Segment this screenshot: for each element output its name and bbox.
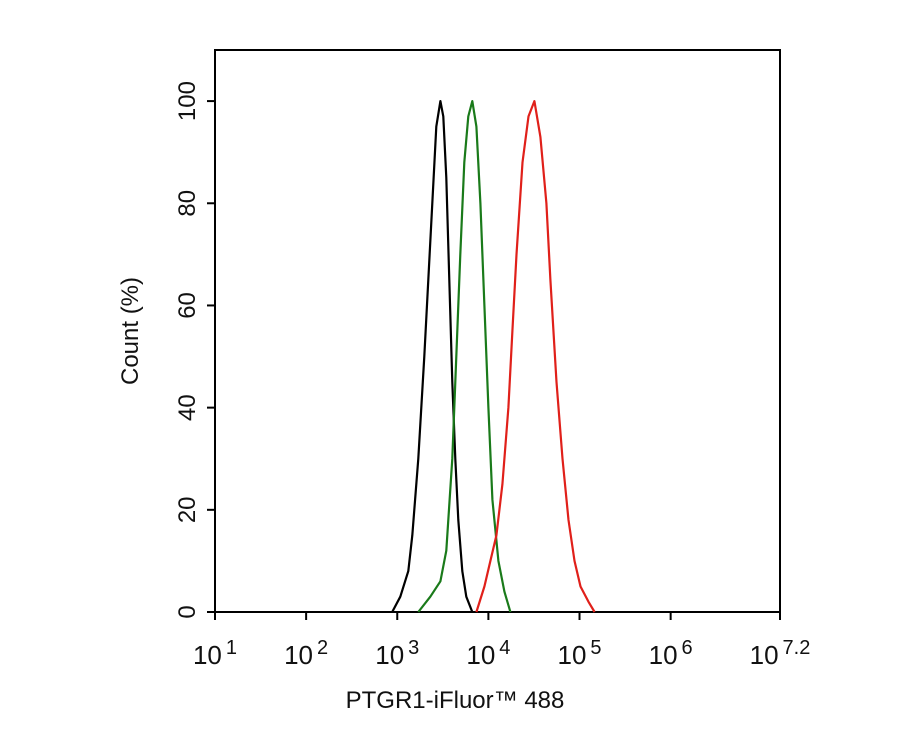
x-tick-exponent: 6 <box>682 637 693 659</box>
y-tick-label: 60 <box>174 292 201 319</box>
x-tick-exponent: 4 <box>499 637 510 659</box>
x-tick-base: 10 <box>193 640 222 670</box>
x-tick-exponent: 1 <box>226 637 237 659</box>
x-tick-base: 10 <box>557 640 586 670</box>
x-tick-base: 10 <box>466 640 495 670</box>
histogram-line <box>391 99 474 613</box>
histogram-line <box>417 99 512 613</box>
x-tick-label: 10 7.2 <box>750 637 811 670</box>
x-tick-exponent: 2 <box>317 637 328 659</box>
y-tick-label: 20 <box>174 496 201 523</box>
x-tick-base: 10 <box>649 640 678 670</box>
x-tick-exponent: 5 <box>590 637 601 659</box>
y-tick-label: 100 <box>174 81 201 121</box>
x-tick-label: 10 6 <box>649 637 693 670</box>
y-tick-label: 40 <box>174 394 201 421</box>
x-tick-label: 10 4 <box>466 637 510 670</box>
plot-frame <box>214 49 781 613</box>
x-tick-base: 10 <box>284 640 313 670</box>
y-tick-label: 80 <box>174 190 201 217</box>
x-tick-base: 10 <box>375 640 404 670</box>
histogram-line <box>475 99 596 613</box>
x-tick-label: 10 1 <box>193 637 237 670</box>
y-axis-label: Count (%) <box>117 277 144 385</box>
y-tick-label: 0 <box>174 605 201 618</box>
x-tick-exponent: 7.2 <box>783 637 811 659</box>
x-tick-label: 10 5 <box>557 637 601 670</box>
x-tick-exponent: 3 <box>408 637 419 659</box>
x-tick-label: 10 2 <box>284 637 328 670</box>
x-tick-label: 10 3 <box>375 637 419 670</box>
x-tick-base: 10 <box>750 640 779 670</box>
x-axis-label: PTGR1-iFluor™ 488 <box>346 687 565 714</box>
